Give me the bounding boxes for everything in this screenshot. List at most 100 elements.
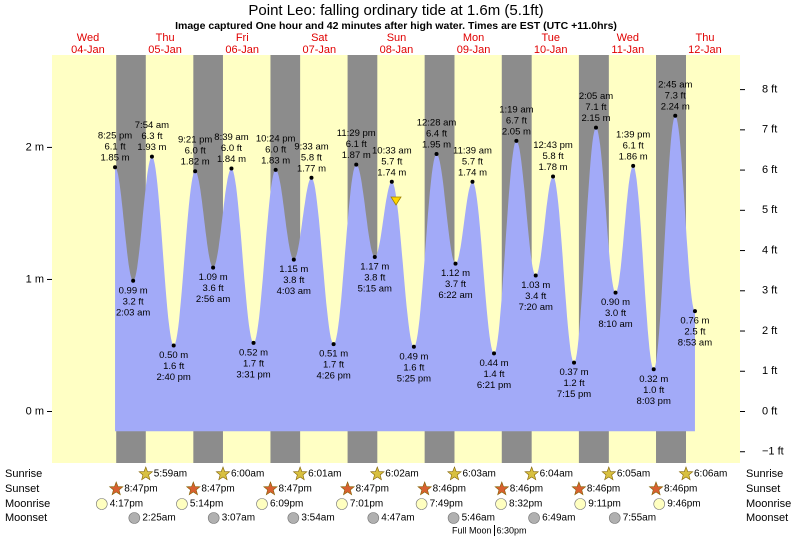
- sun-icon: [571, 481, 587, 496]
- astro-time: 6:09pm: [270, 499, 303, 510]
- tide-label: 2.5 ft: [684, 327, 705, 338]
- tide-label: 6.7 ft: [506, 115, 527, 126]
- moon-icon: [653, 498, 666, 510]
- tide-point: [692, 309, 697, 314]
- tide-label: 1.17 m: [360, 262, 389, 273]
- tide-label: 1.4 ft: [483, 369, 504, 380]
- tide-label: 0.44 m: [479, 358, 508, 369]
- tide-label: 11:39 am: [453, 145, 492, 156]
- tide-label: 0.99 m: [119, 285, 148, 296]
- tide-label: 2.05 m: [502, 126, 531, 137]
- tide-point: [229, 166, 234, 171]
- tide-point: [251, 340, 256, 345]
- moon-icon: [415, 498, 428, 510]
- tide-label: 8:25 pm: [98, 131, 132, 142]
- row-label: Moonrise: [746, 498, 791, 510]
- tide-label: 12:28 am: [417, 118, 457, 129]
- chart-title: Point Leo: falling ordinary tide at 1.6m…: [248, 2, 543, 19]
- astro-time: 8:47pm: [201, 484, 234, 495]
- tide-label: 4:03 am: [277, 286, 311, 297]
- tide-point: [354, 162, 359, 167]
- tide-label: 5:15 am: [358, 284, 392, 295]
- tide-point: [453, 261, 458, 266]
- tide-point: [533, 273, 538, 278]
- tide-point: [149, 154, 154, 159]
- y2-tick-label: 3 ft: [762, 285, 777, 297]
- tide-label: 12:43 pm: [533, 140, 573, 151]
- tide-label: 1.82 m: [181, 157, 210, 168]
- tide-label: 0.51 m: [319, 349, 348, 360]
- tide-label: 6.0 ft: [265, 144, 286, 155]
- tide-label: 2:40 pm: [157, 372, 191, 383]
- row-label: Moonrise: [5, 498, 50, 510]
- tide-label: 11:29 pm: [337, 128, 376, 139]
- tide-label: 5.8 ft: [542, 151, 563, 162]
- tide-label: 7:20 am: [519, 302, 553, 313]
- day-weekday: Thu: [695, 32, 714, 44]
- astro-time: 5:14pm: [190, 499, 223, 510]
- day-weekday: Wed: [77, 32, 99, 44]
- tide-label: 1.93 m: [137, 142, 166, 153]
- sun-icon: [262, 481, 278, 496]
- moon-icon: [495, 498, 507, 510]
- tide-label: 5.8 ft: [301, 152, 322, 163]
- tide-label: 9:21 pm: [178, 135, 212, 146]
- tide-label: 0.37 m: [560, 367, 589, 378]
- sun-icon: [108, 481, 124, 496]
- y2-tick-label: 6 ft: [762, 164, 777, 176]
- astro-time: 6:01am: [308, 469, 341, 480]
- tide-label: 1.6 ft: [403, 362, 424, 373]
- tide-label: 1.7 ft: [323, 360, 344, 371]
- tide-labels: 8:25 pm6.1 ft1.85 m0.99 m3.2 ft2:03 am7:…: [98, 79, 712, 407]
- astro-time: 9:11pm: [588, 499, 621, 510]
- tide-label: 5.7 ft: [381, 156, 402, 167]
- astro-time: 7:01pm: [350, 499, 383, 510]
- y2-tick-label: 2 ft: [762, 325, 777, 337]
- sun-icon: [524, 466, 540, 481]
- day-date: 08-Jan: [380, 44, 414, 56]
- sun-icon: [215, 466, 231, 481]
- tide-point: [434, 152, 439, 157]
- tide-label: 10:33 am: [372, 145, 412, 156]
- day-date: 12-Jan: [688, 44, 722, 56]
- tide-label: 3.8 ft: [283, 275, 304, 286]
- tide-area-layer: [115, 115, 695, 432]
- moon-icon: [176, 498, 188, 510]
- y2-tick-label: 0 ft: [762, 405, 777, 417]
- tide-label: 7.3 ft: [665, 90, 686, 101]
- tide-label: 5.7 ft: [462, 156, 483, 167]
- tide-label: 6.1 ft: [623, 140, 644, 151]
- day-weekday: Wed: [617, 32, 639, 44]
- tide-point: [470, 179, 475, 184]
- day-weekday: Tue: [541, 32, 560, 44]
- tide-label: 1.0 ft: [643, 385, 664, 396]
- moon-icon: [128, 512, 141, 524]
- tide-label: 3.8 ft: [364, 273, 385, 284]
- y2-tick-label: 7 ft: [762, 124, 777, 136]
- tide-label: 1:19 am: [499, 104, 533, 115]
- tide-point: [514, 138, 519, 143]
- tide-label: 6.1 ft: [104, 142, 125, 153]
- tide-label: 4:26 pm: [316, 371, 350, 382]
- tide-label: 3:31 pm: [236, 369, 270, 380]
- tide-point: [131, 278, 136, 283]
- astro-time: 5:59am: [154, 469, 187, 480]
- astro-time: 6:49am: [542, 513, 575, 524]
- tide-point: [651, 367, 656, 372]
- moon-icon: [287, 512, 300, 524]
- tide-point: [291, 257, 296, 262]
- tide-label: 1.03 m: [521, 280, 550, 291]
- row-label: Sunrise: [5, 468, 42, 480]
- astro-time: 6:00am: [231, 469, 264, 480]
- tide-point: [193, 169, 198, 174]
- astro-time: 9:46pm: [667, 499, 700, 510]
- tide-point: [171, 343, 176, 348]
- tide-label: 6:21 pm: [477, 380, 511, 391]
- day-date: 04-Jan: [71, 44, 105, 56]
- tide-label: 2.24 m: [661, 101, 690, 112]
- y2-tick-label: −1 ft: [762, 446, 784, 458]
- sun-icon: [648, 481, 664, 496]
- astro-time: 8:46pm: [433, 484, 466, 495]
- astro-time: 7:55am: [623, 513, 656, 524]
